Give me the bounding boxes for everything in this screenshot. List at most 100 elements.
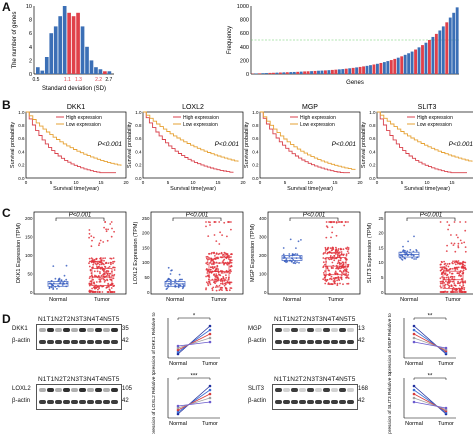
y-tick-label: 100 — [142, 260, 150, 265]
data-point — [222, 277, 225, 279]
data-point — [324, 276, 327, 278]
data-point — [324, 250, 327, 252]
data-point — [455, 291, 457, 293]
data-point — [330, 275, 333, 278]
data-point — [101, 291, 104, 293]
data-point — [220, 272, 223, 274]
data-point — [446, 221, 449, 223]
y-tick-label: 600 — [240, 31, 249, 37]
data-point — [214, 258, 217, 261]
data-point — [93, 261, 96, 263]
data-point — [227, 258, 230, 260]
data-point — [225, 289, 228, 291]
blot-gene-label: LOXL2 — [12, 386, 31, 392]
data-point — [217, 253, 220, 256]
data-point — [97, 266, 100, 268]
data-point — [336, 279, 338, 282]
band — [315, 328, 322, 332]
band — [283, 388, 290, 392]
band — [87, 400, 94, 404]
data-point — [208, 332, 212, 336]
data-point — [227, 256, 230, 259]
data-point — [285, 261, 287, 264]
data-point — [449, 268, 451, 270]
blot-gene-label: SLIT3 — [248, 386, 265, 392]
category-label: Tumor — [445, 297, 461, 303]
data-point — [334, 249, 337, 251]
bar — [268, 72, 272, 74]
p-value: P<0.001 — [303, 213, 326, 219]
data-point — [110, 287, 113, 289]
kda-label: 42 — [358, 338, 365, 344]
band — [307, 388, 314, 392]
data-point — [219, 286, 222, 289]
y-tick-label: 0.6 — [369, 136, 376, 141]
data-point — [337, 276, 340, 278]
x-tick-label: 20 — [123, 180, 129, 185]
y-axis-label: MGP Expression (TPM) — [250, 224, 256, 282]
data-point — [340, 251, 343, 253]
box-frame — [33, 211, 127, 295]
band — [103, 340, 110, 344]
band — [315, 340, 322, 344]
data-point — [439, 269, 442, 272]
y-tick-label: 0.4 — [135, 149, 142, 154]
x-axis-label: Genes — [346, 80, 364, 86]
paired-line-plot: * Normal Tumor Expression of DKK1 Relative … — [151, 312, 220, 374]
data-point — [412, 332, 416, 336]
kda-label: 13 — [358, 326, 365, 332]
data-point — [336, 272, 339, 275]
bar — [44, 57, 49, 74]
data-point — [403, 250, 405, 252]
y-tick-label: 0.8 — [135, 123, 142, 128]
data-point — [347, 252, 350, 254]
data-point — [224, 286, 227, 289]
data-point — [176, 344, 180, 348]
bar — [365, 65, 369, 74]
data-point — [342, 283, 344, 286]
data-point — [216, 264, 219, 267]
bar — [393, 58, 397, 74]
data-point — [411, 257, 413, 259]
data-point — [451, 262, 453, 264]
actin-band-row — [39, 338, 119, 346]
km-curve-low — [26, 111, 122, 166]
y-tick-label: 0.4 — [252, 149, 259, 154]
data-point — [464, 281, 467, 284]
data-point — [334, 270, 337, 273]
y-tick-label: 10 — [26, 4, 32, 10]
band — [111, 340, 118, 344]
paired-line-plot: *** Normal Tumor Expression of LOXL2 Relati… — [151, 372, 220, 434]
data-point — [230, 261, 233, 264]
data-point — [205, 268, 208, 270]
data-point — [65, 264, 68, 267]
data-point — [167, 266, 170, 269]
data-point — [456, 268, 459, 270]
data-point — [103, 281, 106, 283]
data-point — [333, 259, 336, 262]
y-tick-label: 100 — [259, 271, 267, 276]
band — [323, 388, 330, 392]
band — [111, 388, 118, 392]
data-point — [455, 289, 458, 292]
band — [299, 388, 306, 392]
band — [323, 328, 330, 332]
band — [79, 400, 86, 404]
data-point — [335, 221, 338, 223]
data-point — [214, 255, 216, 257]
bar — [337, 69, 341, 74]
data-point — [57, 278, 60, 281]
data-point — [222, 272, 224, 274]
data-point — [336, 262, 339, 265]
y-tick-label: 200 — [240, 58, 249, 64]
data-point — [439, 280, 442, 283]
x-tick-label: 20 — [357, 180, 363, 185]
data-point — [61, 284, 64, 286]
data-point — [322, 261, 325, 264]
band — [47, 340, 54, 344]
data-point — [219, 288, 222, 291]
band — [103, 388, 110, 392]
data-point — [457, 266, 460, 269]
band — [55, 400, 62, 404]
data-point — [230, 281, 233, 284]
